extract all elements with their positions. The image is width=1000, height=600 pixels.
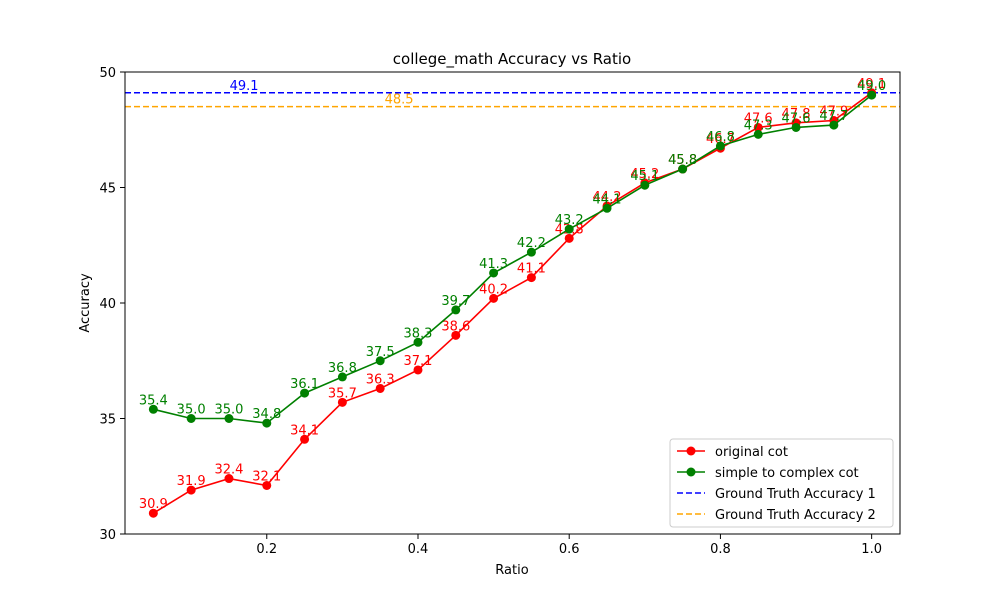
data-label-original-cot: 34.1 [290,423,319,438]
data-label-original-cot: 38.6 [441,319,470,334]
data-label-original-cot: 41.1 [517,262,546,277]
axes-frame [124,71,901,535]
data-point-simple-to-complex-cot [526,247,536,257]
chart-title: college_math Accuracy vs Ratio [393,50,631,69]
legend: original cot simple to complex cot Groun… [669,438,894,528]
legend-marker-original-cot [686,446,696,456]
data-point-simple-to-complex-cot [186,414,196,423]
y-tick-label: 35 [99,413,116,428]
data-label-simple-to-complex-cot: 46.8 [706,130,735,145]
data-label-original-cot: 47.8 [782,107,811,122]
legend-box [669,438,894,528]
data-label-original-cot: 45.2 [630,167,659,182]
data-point-simple-to-complex-cot [451,305,461,315]
reference-line-label-1: 49.1 [230,79,259,94]
data-point-original-cot [337,397,347,407]
data-label-simple-to-complex-cot: 36.8 [328,361,357,376]
legend-marker-simple-to-complex-cot [686,467,696,477]
data-point-original-cot [451,330,461,340]
reference-line-label-2: 48.5 [385,93,414,108]
data-point-original-cot [753,122,763,132]
data-point-original-cot [186,485,196,495]
data-point-simple-to-complex-cot [640,180,650,190]
data-label-simple-to-complex-cot: 49.0 [857,79,886,94]
data-label-original-cot: 36.3 [366,372,395,387]
legend-label-ground-truth-1: Ground Truth Accuracy 1 [715,487,876,502]
data-label-simple-to-complex-cot: 35.4 [139,393,168,408]
data-label-simple-to-complex-cot: 37.5 [366,345,395,360]
y-tick-label: 45 [99,182,116,197]
x-tick-label: 0.4 [408,542,429,557]
y-tick-label: 50 [99,66,116,81]
y-axis-label: Accuracy [78,273,93,333]
data-label-simple-to-complex-cot: 41.3 [479,257,508,272]
data-point-simple-to-complex-cot [867,90,877,100]
data-label-original-cot: 35.7 [328,386,357,401]
data-point-simple-to-complex-cot [413,337,423,347]
data-point-simple-to-complex-cot [300,388,310,398]
data-label-original-cot: 44.2 [593,190,622,205]
x-axis-label: Ratio [495,563,528,578]
data-point-original-cot [224,474,234,484]
data-point-simple-to-complex-cot [489,268,499,278]
data-label-simple-to-complex-cot: 45.1 [630,169,659,184]
data-point-simple-to-complex-cot [564,224,574,234]
data-point-simple-to-complex-cot [753,129,763,139]
data-label-simple-to-complex-cot: 45.8 [668,153,697,168]
data-point-simple-to-complex-cot [715,141,725,151]
series-line-simple-to-complex-cot [153,94,873,424]
data-point-simple-to-complex-cot [678,164,688,174]
data-label-original-cot: 37.1 [404,354,433,369]
series-line-original-cot [152,92,873,514]
x-tick-label: 0.6 [559,542,580,557]
plot-area: 0.2 0.4 0.6 0.8 1.0 30 35 40 45 50 49.1 48.5 30.9 31.… [99,66,900,557]
data-label-simple-to-complex-cot: 47.7 [819,109,848,124]
data-label-simple-to-complex-cot: 34.8 [252,407,281,422]
data-label-simple-to-complex-cot: 36.1 [290,377,319,392]
data-label-original-cot: 31.9 [177,474,206,489]
data-label-simple-to-complex-cot: 35.0 [214,403,243,418]
data-label-simple-to-complex-cot: 42.2 [517,236,546,251]
legend-label-simple-to-complex-cot: simple to complex cot [715,466,859,481]
data-point-simple-to-complex-cot [224,414,234,423]
data-label-original-cot: 40.2 [479,282,508,297]
data-point-simple-to-complex-cot [829,120,839,130]
data-label-original-cot: 47.9 [819,105,848,120]
data-point-original-cot [262,480,272,490]
data-label-simple-to-complex-cot: 39.7 [441,294,470,309]
legend-label-ground-truth-2: Ground Truth Accuracy 2 [715,508,876,523]
data-point-simple-to-complex-cot [602,203,612,213]
y-tick-label: 30 [99,528,116,543]
data-point-original-cot [564,233,574,243]
y-tick-label: 40 [99,297,116,312]
data-label-simple-to-complex-cot: 43.2 [555,213,584,228]
legend-label-original-cot: original cot [715,445,788,460]
data-point-original-cot [375,383,385,393]
data-label-original-cot: 30.9 [139,497,168,512]
x-tick-label: 1.0 [861,542,882,557]
data-point-original-cot [413,365,423,375]
data-point-original-cot [526,273,536,283]
data-label-original-cot: 47.6 [744,111,773,126]
x-tick-label: 0.8 [710,542,731,557]
data-label-original-cot: 32.4 [214,463,243,478]
data-label-original-cot: 32.1 [252,469,281,484]
data-label-original-cot: 49.1 [857,77,886,92]
data-point-original-cot [148,508,158,518]
x-tick-label: 0.2 [256,542,277,557]
data-point-simple-to-complex-cot [791,122,801,132]
data-label-simple-to-complex-cot: 47.3 [744,118,773,133]
data-point-original-cot [489,293,499,303]
data-point-simple-to-complex-cot [375,356,385,366]
data-point-original-cot [300,434,310,444]
data-label-simple-to-complex-cot: 35.0 [177,403,206,418]
data-label-simple-to-complex-cot: 38.3 [404,326,433,341]
data-point-simple-to-complex-cot [262,418,272,428]
data-label-simple-to-complex-cot: 47.6 [782,111,811,126]
data-label-simple-to-complex-cot: 44.1 [593,192,622,207]
data-point-simple-to-complex-cot [148,404,158,414]
data-point-simple-to-complex-cot [337,372,347,382]
